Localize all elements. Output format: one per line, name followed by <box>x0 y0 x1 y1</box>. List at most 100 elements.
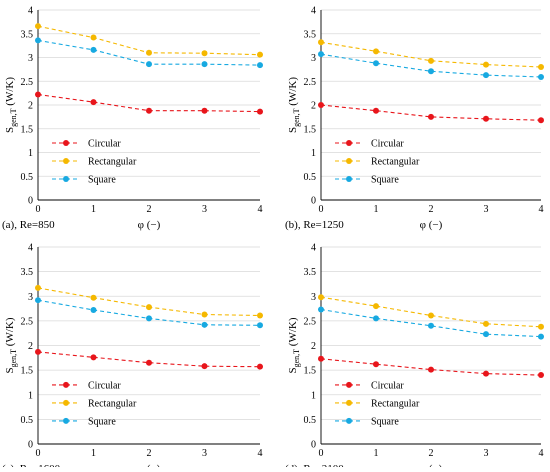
panel-label: (d), Re=2100 <box>285 463 344 467</box>
y-tick-label: 2.5 <box>304 316 317 327</box>
x-tick-label: 2 <box>147 204 152 215</box>
data-point-circular <box>257 363 263 370</box>
legend-label: Square <box>88 416 116 427</box>
data-point-square <box>373 60 379 67</box>
data-point-rectangular <box>146 304 152 311</box>
y-tick-label: 2 <box>311 101 316 112</box>
y-tick-label: 0 <box>28 440 33 451</box>
x-tick-label: 3 <box>484 204 489 215</box>
x-tick-label: 4 <box>539 204 544 215</box>
y-tick-label: 1.5 <box>304 366 317 377</box>
data-point-rectangular <box>35 23 41 30</box>
x-tick-label: 1 <box>374 448 379 459</box>
y-tick-label: 3 <box>311 292 316 303</box>
data-point-rectangular <box>90 34 97 41</box>
legend-marker <box>346 417 352 424</box>
y-tick-label: 3 <box>28 292 33 303</box>
y-axis-label: Sgen,T (W/K) <box>4 77 18 133</box>
y-tick-label: 0.5 <box>21 172 34 183</box>
y-tick-label: 1.5 <box>21 366 34 377</box>
series-line-circular <box>37 351 261 368</box>
y-tick-label: 0.5 <box>21 415 34 426</box>
series-line-circular <box>320 358 542 376</box>
legend-marker <box>346 399 352 406</box>
panel-label: (b), Re=1250 <box>285 219 344 231</box>
data-point-square <box>35 297 41 304</box>
y-tick-label: 4 <box>311 6 316 17</box>
legend-label: Circular <box>88 139 121 150</box>
data-point-rectangular <box>146 49 152 56</box>
legend-label: Circular <box>88 380 121 391</box>
panel-label: (c), Re=1600 <box>2 463 61 467</box>
data-point-circular <box>538 117 544 124</box>
data-point-rectangular <box>201 50 208 57</box>
legend-label: Rectangular <box>371 398 420 409</box>
data-point-square <box>90 46 97 53</box>
x-tick-label: 1 <box>374 204 379 215</box>
x-tick-label: 0 <box>36 448 41 459</box>
x-tick-label: 1 <box>91 204 96 215</box>
data-point-square <box>201 61 208 68</box>
data-point-circular <box>146 107 152 114</box>
legend-label: Square <box>371 416 399 427</box>
y-tick-label: 3.5 <box>21 267 34 278</box>
data-point-square <box>257 62 263 69</box>
data-point-square <box>146 315 152 322</box>
data-point-square <box>373 315 379 322</box>
y-tick-label: 2.5 <box>21 77 34 88</box>
data-point-circular <box>90 354 97 361</box>
x-tick-label: 0 <box>319 448 324 459</box>
data-point-square <box>483 72 489 79</box>
data-point-rectangular <box>201 311 208 318</box>
y-tick-label: 0.5 <box>304 415 317 426</box>
series-line-circular <box>320 104 542 121</box>
data-point-rectangular <box>257 51 263 58</box>
data-point-circular <box>257 108 263 115</box>
series-line-rectangular <box>320 296 542 328</box>
series-line-rectangular <box>320 41 542 68</box>
y-tick-label: 0 <box>311 440 316 451</box>
data-point-square <box>201 321 208 328</box>
data-point-circular <box>35 91 41 98</box>
data-point-circular <box>201 107 208 114</box>
legend-marker <box>346 158 352 164</box>
y-tick-label: 2 <box>28 101 33 112</box>
panel-label: (a), Re=850 <box>2 219 55 231</box>
data-point-circular <box>146 359 152 366</box>
y-tick-label: 4 <box>311 243 316 254</box>
data-point-square <box>90 307 97 314</box>
data-point-square <box>257 322 263 329</box>
data-point-circular <box>201 363 208 370</box>
x-tick-label: 0 <box>319 204 324 215</box>
legend-label: Circular <box>371 380 404 391</box>
y-tick-label: 0.5 <box>304 172 317 183</box>
y-tick-label: 1 <box>311 390 316 401</box>
data-point-circular <box>538 372 544 379</box>
legend-marker <box>346 176 352 182</box>
y-tick-label: 1.5 <box>304 124 317 135</box>
legend-marker <box>63 158 69 164</box>
x-tick-label: 4 <box>258 204 263 215</box>
x-tick-label: 4 <box>539 448 544 459</box>
y-tick-label: 3 <box>28 53 33 64</box>
y-tick-label: 3 <box>311 53 316 64</box>
chart-panel-0: 0 0.5 1 1.5 2 2.5 3 3.5 4 0 1 2 3 4 φ (−) (a), Re=850 Sg… <box>2 6 263 231</box>
legend-marker <box>346 381 352 388</box>
legend-label: Circular <box>371 139 404 150</box>
y-tick-label: 2.5 <box>21 316 34 327</box>
x-tick-label: 3 <box>202 448 207 459</box>
y-axis-label: Sgen,T (W/K) <box>287 77 301 133</box>
chart-panel-3: 0 0.5 1 1.5 2 2.5 3 3.5 4 0 1 2 3 4 φ (−) (d), Re=2100 S… <box>285 243 544 472</box>
legend-label: Rectangular <box>88 157 137 168</box>
y-tick-label: 1 <box>28 390 33 401</box>
x-tick-label: 1 <box>91 448 96 459</box>
legend-label: Rectangular <box>371 157 420 168</box>
data-point-rectangular <box>257 312 263 319</box>
data-point-circular <box>318 355 324 362</box>
data-point-rectangular <box>318 39 324 46</box>
y-axis-label: Sgen,T (W/K) <box>4 317 18 373</box>
y-tick-label: 4 <box>28 243 33 254</box>
data-point-square <box>35 37 41 44</box>
